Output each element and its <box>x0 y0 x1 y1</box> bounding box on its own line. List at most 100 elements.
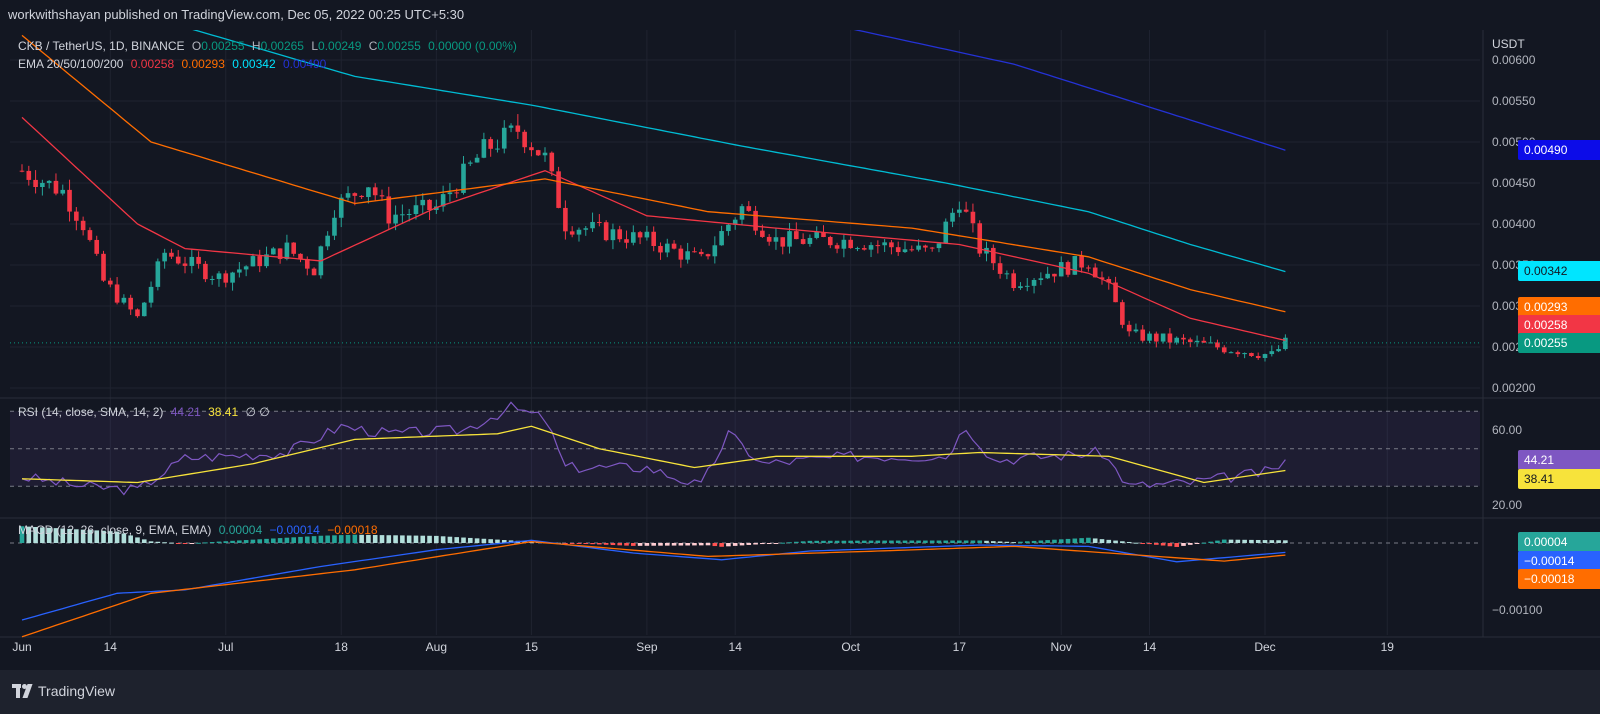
macd-hist-bar <box>1045 540 1050 543</box>
macd-hist-bar <box>841 540 847 543</box>
macd-hist-bar <box>1201 542 1207 544</box>
macd-hist-bar <box>60 528 66 543</box>
candle-body <box>950 212 955 222</box>
candle-body <box>386 196 392 224</box>
candle-body <box>155 261 161 287</box>
close-value: 0.00255 <box>377 39 421 53</box>
macd-hist-bar <box>1024 541 1030 543</box>
candle-body <box>379 195 385 197</box>
candle-body <box>732 219 738 225</box>
candle-body <box>182 263 188 266</box>
candle-body <box>427 199 432 211</box>
macd-line-badge: −0.00014 <box>1518 551 1600 571</box>
macd-hist-bar <box>481 538 487 543</box>
candle-body <box>1018 286 1023 289</box>
candle-body <box>1052 273 1057 277</box>
symbol-label[interactable]: CKB / TetherUS, 1D, BINANCE <box>18 39 185 53</box>
candle-body <box>794 231 799 240</box>
candle-body <box>855 248 860 250</box>
candle-body <box>121 297 127 303</box>
candle-body <box>53 180 59 194</box>
macd-hist-bar <box>495 539 500 543</box>
macd-hist-bar <box>705 543 711 546</box>
macd-hist-bar <box>1235 539 1241 543</box>
candle-body <box>237 269 242 273</box>
macd-label[interactable]: MACD (12, 26, close, 9, EMA, EMA) <box>18 523 212 537</box>
macd-hist-bar <box>1276 540 1281 543</box>
time-tick-label: Jun <box>12 640 31 654</box>
candle-body <box>40 182 45 188</box>
candle-body <box>1154 333 1159 342</box>
macd-hist-bar <box>617 543 623 546</box>
ema50-value: 0.00293 <box>181 57 225 71</box>
macd-hist-bar <box>400 535 405 543</box>
low-value: 0.00249 <box>318 39 362 53</box>
candle-body <box>67 189 72 212</box>
macd-hist-bar <box>848 540 853 543</box>
candle-body <box>1249 353 1254 357</box>
publisher-bar: workwithshayan published on TradingView.… <box>0 0 1600 30</box>
macd-hist-bar <box>834 540 840 543</box>
candle-body <box>114 284 120 303</box>
candle-body <box>807 237 813 244</box>
candle-body <box>1167 333 1173 343</box>
candle-body <box>1187 339 1193 343</box>
candle-body <box>1031 279 1037 286</box>
candle-body <box>325 235 330 247</box>
candle-body <box>1283 337 1288 350</box>
candle-body <box>1045 273 1050 279</box>
footer: TradingView <box>0 670 1600 714</box>
macd-hist-bar <box>461 537 466 543</box>
candle-body <box>304 259 310 269</box>
ema-label[interactable]: EMA 20/50/100/200 <box>18 57 124 71</box>
macd-hist-bar <box>440 536 446 543</box>
macd-hist-bar <box>739 543 745 546</box>
time-tick-label: 19 <box>1381 640 1395 654</box>
macd-hist-bar <box>631 543 636 546</box>
ema100-badge: 0.00342 <box>1518 261 1600 281</box>
macd-legend: MACD (12, 26, close, 9, EMA, EMA) 0.0000… <box>18 523 382 537</box>
candle-body <box>440 194 446 207</box>
tradingview-logo[interactable]: TradingView <box>12 676 115 706</box>
macd-hist-bar <box>182 543 188 544</box>
macd-hist-bar <box>1194 543 1200 544</box>
candle-body <box>726 224 731 232</box>
macd-hist-bar <box>1215 540 1220 543</box>
macd-hist-bar <box>875 540 881 543</box>
candle-body <box>1126 324 1132 332</box>
candle-body <box>141 302 147 317</box>
candle-body <box>1262 354 1268 358</box>
candle-body <box>1194 340 1200 343</box>
candle-body <box>1255 356 1261 358</box>
macd-hist-bar <box>264 538 269 543</box>
main-legend: CKB / TetherUS, 1D, BINANCE O0.00255 H0.… <box>18 39 521 53</box>
rsi-label[interactable]: RSI (14, close, SMA, 14, 2) <box>18 405 164 419</box>
candle-body <box>563 207 568 232</box>
chart-area[interactable]: 0.00600 0.00550 0.00500 0.00450 0.00400 0.003… <box>0 30 1600 670</box>
macd-hist-bar <box>889 540 894 543</box>
candle-body <box>101 253 106 281</box>
candle-body <box>108 280 113 285</box>
candle-body <box>1024 285 1030 287</box>
time-tick-label: 17 <box>953 640 967 654</box>
candle-body <box>169 252 174 257</box>
macd-hist-bar <box>861 540 867 543</box>
candle-body <box>766 236 772 242</box>
candle-body <box>1079 256 1084 268</box>
macd-hist-bar <box>379 535 385 543</box>
macd-hist-bar <box>712 543 718 547</box>
macd-hist-bar <box>1113 540 1118 543</box>
candle-body <box>481 139 487 158</box>
candle-body <box>827 237 833 246</box>
candle-body <box>420 199 426 206</box>
macd-hist-bar <box>957 540 962 543</box>
macd-hist-bar <box>563 543 568 544</box>
rsi-sma-badge: 38.41 <box>1518 469 1600 489</box>
macd-hist-bar <box>1120 541 1125 543</box>
macd-hist-bar <box>644 543 650 546</box>
rsi-tick-label: 20.00 <box>1492 498 1522 512</box>
candle-body <box>447 192 453 195</box>
macd-hist-bar <box>1038 540 1044 543</box>
chart-canvas[interactable]: 0.006000.005500.005000.004500.004000.003… <box>0 30 1600 670</box>
macd-hist-bar <box>311 536 317 543</box>
